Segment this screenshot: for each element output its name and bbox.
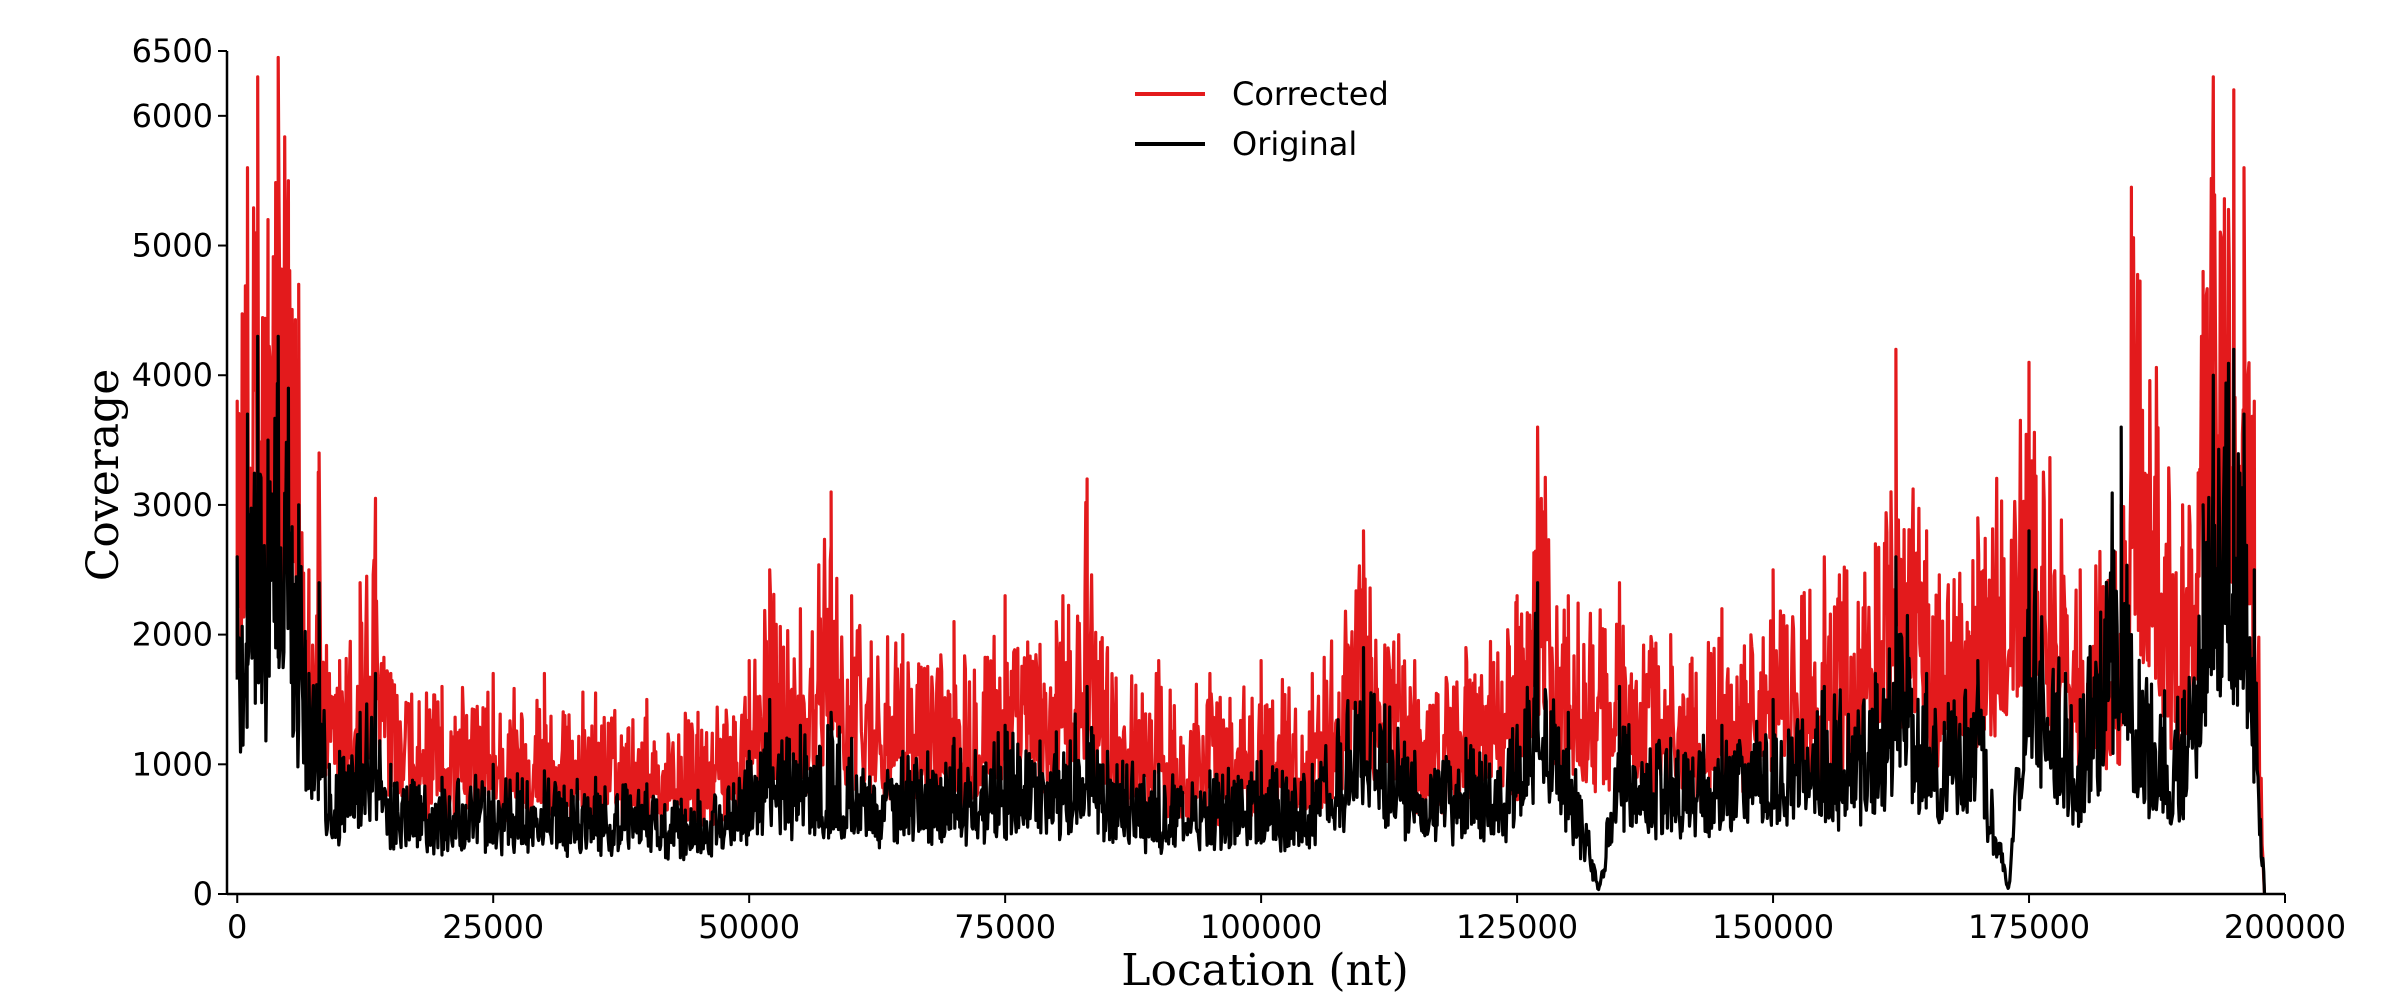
- x-tick-label: 25000: [442, 908, 544, 946]
- series-original-lines: [235, 334, 2267, 895]
- x-axis-ticks: 0 25000 50000 75000 100000 125000 150000 175000…: [227, 894, 2346, 946]
- y-tick-label: 5000: [132, 227, 213, 265]
- x-tick-label: 200000: [2224, 908, 2346, 946]
- y-axis-label: Coverage: [78, 369, 129, 582]
- y-axis-ticks: 0 1000 2000 3000 4000 5000 6000 6500: [132, 32, 227, 913]
- x-tick-label: 0: [227, 908, 247, 946]
- y-tick-label: 4000: [132, 356, 213, 394]
- x-tick-label: 150000: [1712, 908, 1834, 946]
- y-tick-label: 6500: [132, 32, 213, 70]
- series-line-original: [235, 334, 2267, 895]
- y-tick-label: 6000: [132, 97, 213, 135]
- x-axis-label: Location (nt): [1121, 945, 1409, 996]
- y-tick-label: 2000: [132, 616, 213, 654]
- y-tick-label: 3000: [132, 486, 213, 524]
- legend: Corrected Original: [1135, 75, 1389, 163]
- legend-label-corrected: Corrected: [1232, 75, 1389, 113]
- x-tick-label: 175000: [1968, 908, 2090, 946]
- x-tick-label: 75000: [954, 908, 1056, 946]
- axes: [225, 51, 2285, 896]
- x-tick-label: 125000: [1456, 908, 1578, 946]
- y-tick-label: 1000: [132, 745, 213, 783]
- y-tick-label: 0: [193, 875, 213, 913]
- x-tick-label: 100000: [1200, 908, 1322, 946]
- x-tick-label: 50000: [698, 908, 800, 946]
- legend-label-original: Original: [1232, 125, 1357, 163]
